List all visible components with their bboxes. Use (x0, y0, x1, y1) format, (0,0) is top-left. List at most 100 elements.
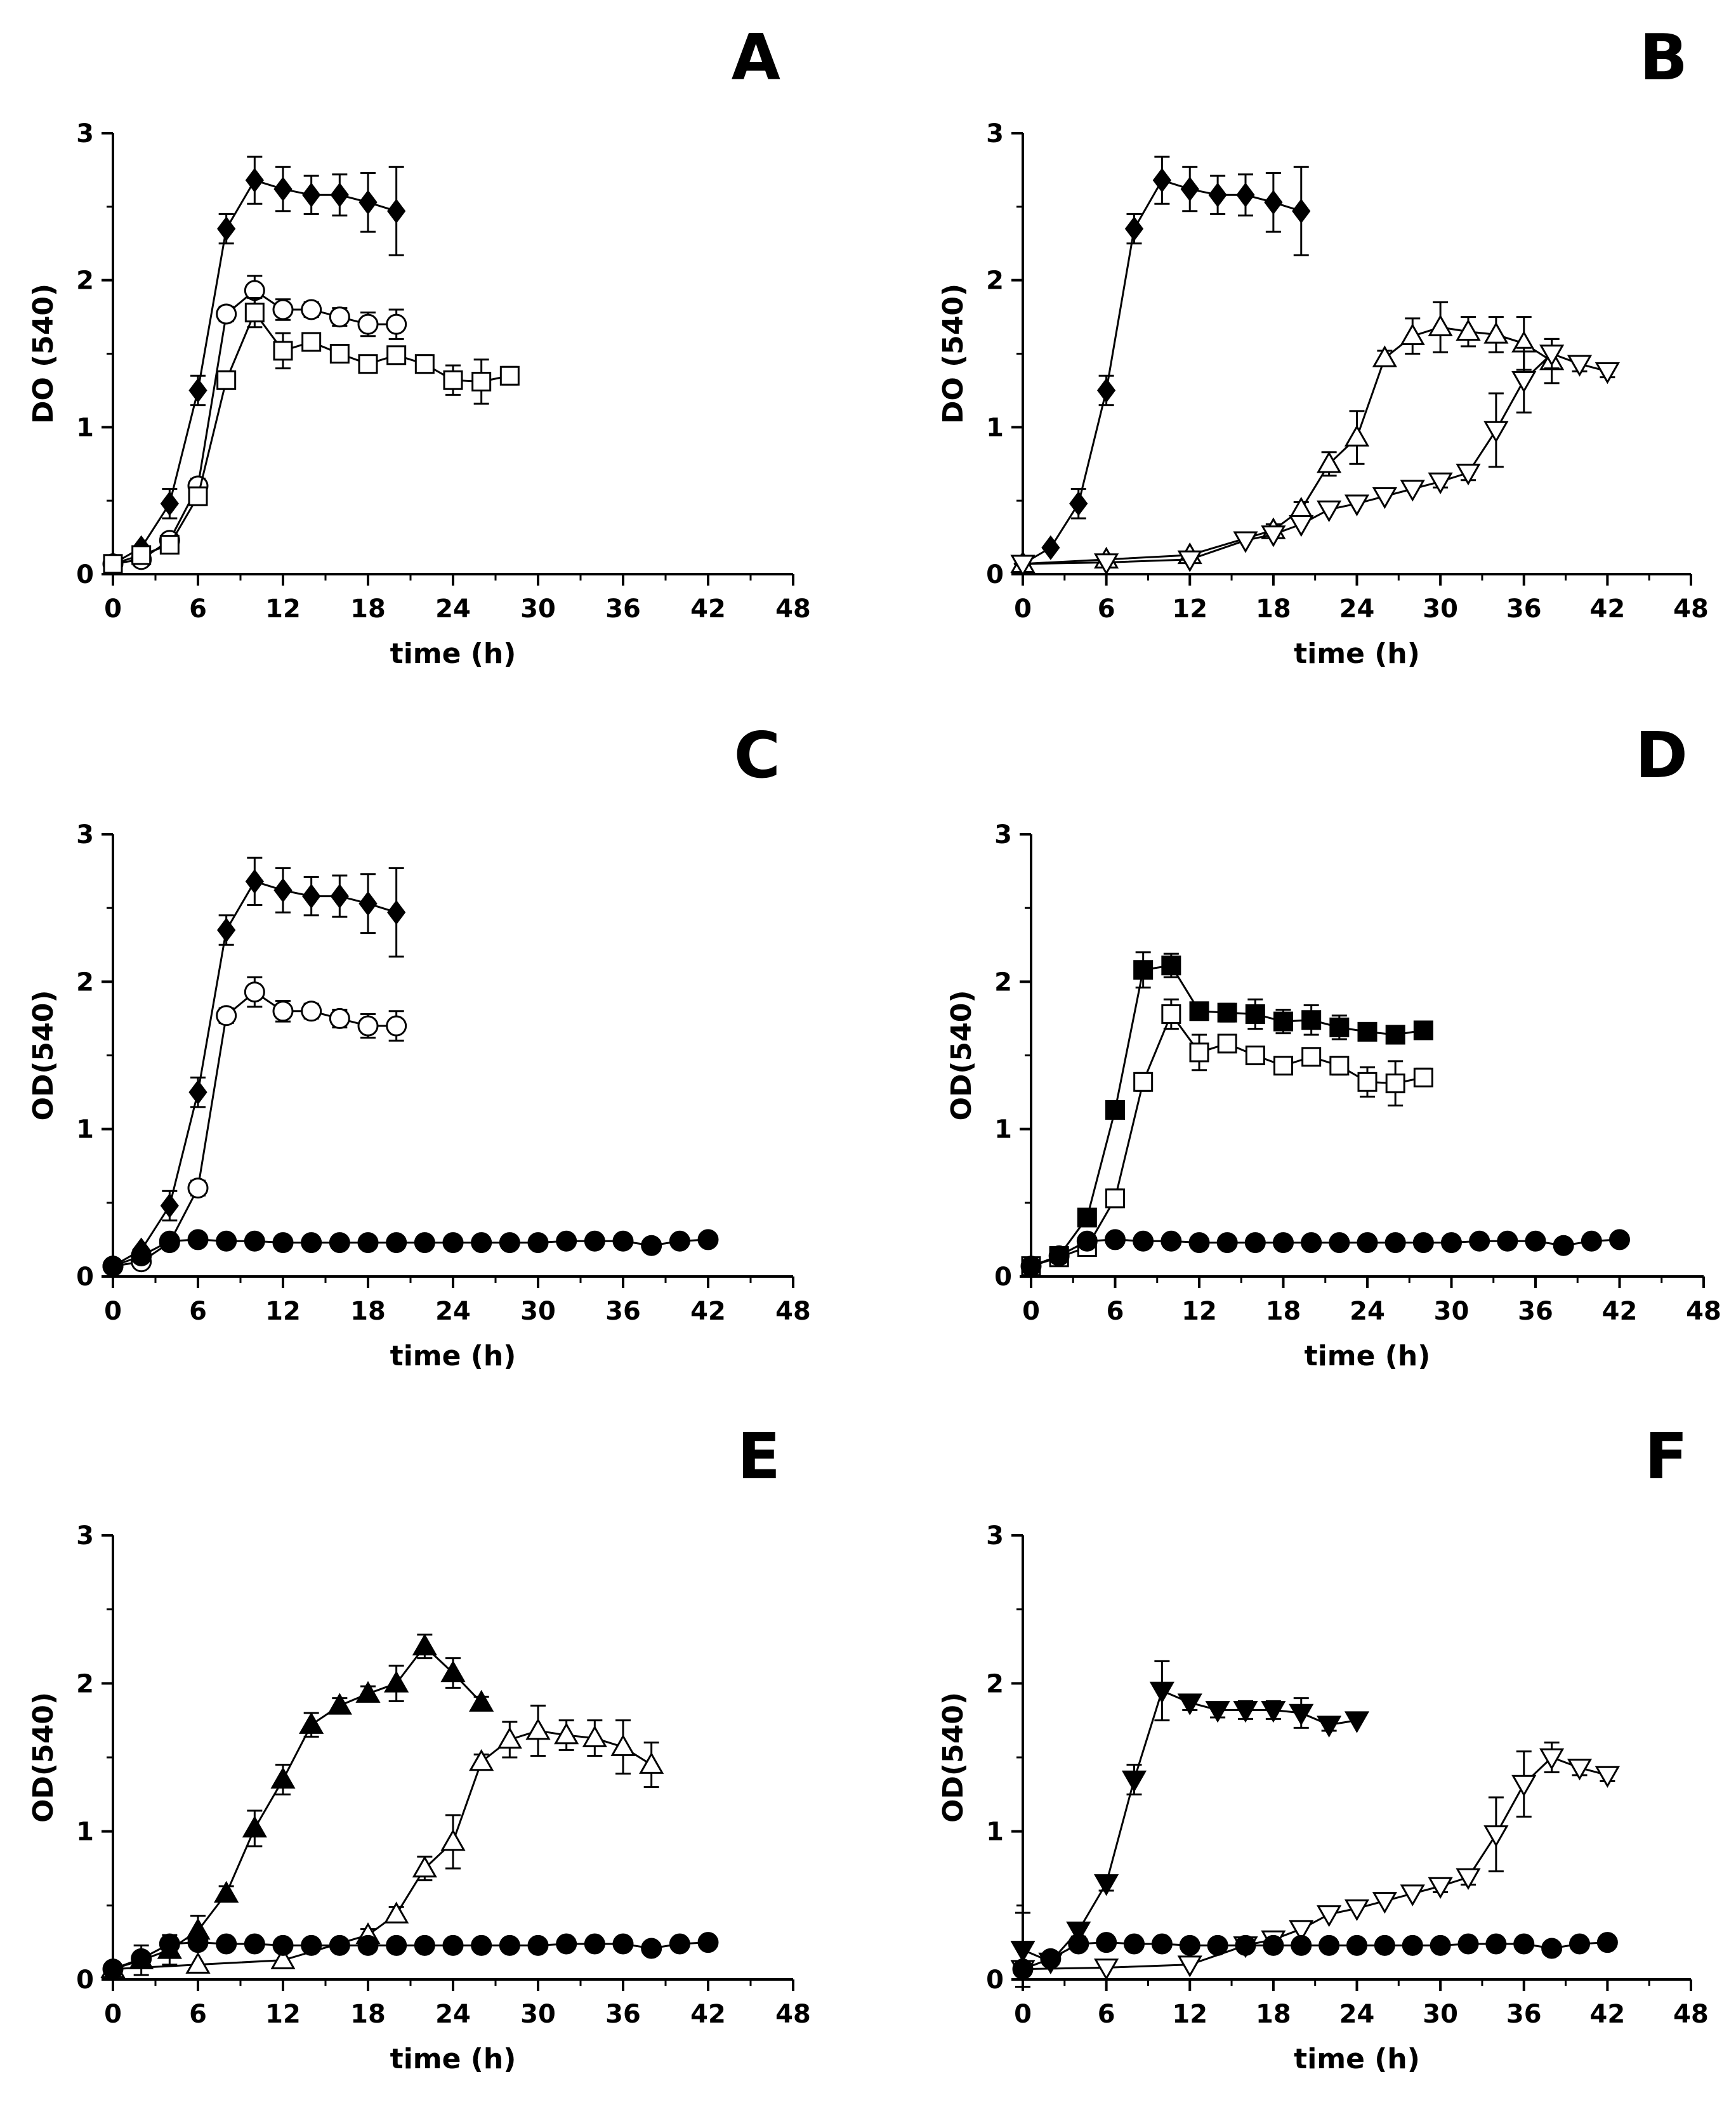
data-point (412, 1633, 437, 1656)
x-tick-label: 12 (1172, 2000, 1207, 2029)
data-point (273, 877, 293, 903)
x-tick-label: 42 (1602, 1297, 1638, 1326)
data-point (330, 182, 349, 207)
x-axis-title: time (h) (1305, 1340, 1431, 1372)
data-point (1413, 1020, 1433, 1040)
data-point (329, 306, 350, 328)
data-point (1346, 1934, 1367, 1956)
data-point (1385, 1025, 1405, 1045)
data-point (188, 1080, 207, 1105)
data-point (1357, 1021, 1378, 1042)
data-point (1317, 451, 1342, 473)
data-point (1569, 1933, 1590, 1955)
x-tick-label: 24 (1350, 1297, 1385, 1326)
data-point (1497, 1230, 1518, 1252)
x-tick-label: 48 (1673, 594, 1709, 624)
data-point (1539, 344, 1565, 367)
y-tick-label: 1 (986, 1818, 1004, 1847)
data-point (216, 1230, 237, 1252)
data-point (1372, 487, 1397, 509)
data-point (440, 1828, 466, 1851)
data-point (188, 377, 207, 403)
data-point (442, 1934, 464, 1956)
data-point (301, 299, 322, 320)
data-point (1094, 1874, 1119, 1896)
data-point (1010, 1941, 1036, 1963)
data-point (1077, 1207, 1097, 1228)
data-point (214, 1880, 239, 1903)
x-tick-label: 30 (520, 1297, 556, 1326)
data-point (1245, 1004, 1265, 1024)
data-point (1179, 1934, 1200, 1956)
data-point (1317, 1716, 1342, 1738)
data-point (357, 313, 379, 335)
data-point (1161, 955, 1181, 976)
data-point (1124, 216, 1144, 242)
x-tick-label: 30 (1423, 594, 1458, 624)
data-point (1441, 1232, 1462, 1254)
data-point (1457, 1933, 1479, 1955)
data-point (387, 900, 406, 925)
data-point (639, 1752, 664, 1774)
x-tick-label: 12 (265, 2000, 301, 2029)
x-axis-title: time (h) (1294, 2043, 1420, 2075)
data-point (1094, 1959, 1119, 1981)
x-axis-title: time (h) (390, 638, 516, 670)
data-point (187, 1932, 209, 1953)
data-point (414, 1232, 435, 1254)
y-tick-label: 2 (76, 266, 94, 296)
data-point (1161, 1004, 1181, 1024)
x-tick-label: 6 (189, 2000, 207, 2029)
data-point (1329, 1056, 1350, 1076)
data-point (1068, 1933, 1089, 1955)
data-point (1344, 494, 1370, 516)
series-filled-circle (102, 1229, 719, 1277)
panel-letter-f: F (1645, 1419, 1688, 1493)
data-point (1609, 1229, 1630, 1250)
data-point (1216, 1232, 1238, 1254)
data-point (272, 299, 294, 320)
data-point (1317, 1905, 1342, 1927)
x-axis-title: time (h) (1294, 638, 1420, 670)
data-point (270, 1947, 296, 1969)
y-tick-label: 0 (76, 560, 94, 589)
data-point (1317, 500, 1342, 523)
series-open-square (103, 296, 520, 574)
data-point (1096, 1932, 1117, 1953)
y-tick-label: 0 (76, 1263, 94, 1292)
data-point (1412, 1232, 1434, 1254)
y-tick-label: 2 (986, 266, 1004, 296)
series-filled-diamond (103, 856, 406, 1279)
x-tick-label: 36 (1506, 594, 1542, 624)
data-point (1289, 1703, 1314, 1726)
data-point (1301, 1047, 1322, 1067)
series-line (112, 1644, 482, 1971)
data-point (1151, 1933, 1173, 1955)
data-point (1207, 1934, 1228, 1956)
x-tick-label: 6 (189, 1297, 207, 1326)
panel-letter-a: A (732, 20, 780, 95)
data-point (1400, 1884, 1425, 1906)
x-tick-label: 12 (1172, 594, 1207, 624)
data-point (469, 1749, 494, 1771)
data-point (1456, 463, 1481, 486)
data-point (185, 1952, 211, 1974)
data-point (386, 1015, 407, 1037)
x-tick-label: 30 (520, 2000, 556, 2029)
data-point (329, 1934, 350, 1956)
data-point (358, 891, 378, 916)
y-axis-title: OD(540) (27, 1692, 60, 1823)
x-tick-label: 0 (1014, 2000, 1032, 2029)
data-point (1430, 1934, 1451, 1956)
data-point (301, 1001, 322, 1022)
data-point (131, 1948, 152, 1969)
data-point (499, 1232, 520, 1254)
data-point (610, 1734, 636, 1756)
series-line (112, 1238, 709, 1268)
data-point (527, 1934, 549, 1956)
data-point (1236, 182, 1255, 207)
